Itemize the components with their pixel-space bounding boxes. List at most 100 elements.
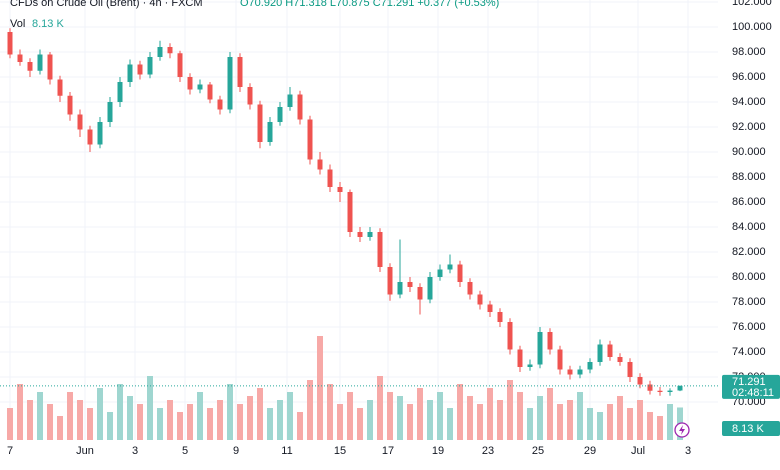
candle-body	[617, 357, 623, 362]
candle-body	[217, 99, 223, 110]
volume-bar	[387, 392, 393, 440]
y-tick-label: 98.000	[732, 46, 766, 58]
candle-body	[307, 119, 313, 160]
x-tick-label: Jun	[76, 445, 94, 457]
y-tick-label: 96.000	[732, 71, 766, 83]
candle-body	[37, 54, 43, 71]
candle-body	[317, 159, 323, 170]
y-tick-label: 88.000	[732, 171, 766, 183]
volume-bar	[567, 400, 573, 440]
x-tick-label: Jul	[631, 445, 645, 457]
y-tick-label: 76.000	[732, 321, 766, 333]
volume-bar	[207, 408, 213, 440]
candle-body	[437, 269, 443, 277]
volume-bar	[657, 416, 663, 440]
y-tick-label: 80.000	[732, 271, 766, 283]
candle-body	[237, 57, 243, 87]
candle-body	[527, 364, 533, 367]
volume-bar	[487, 388, 493, 440]
volume-bar	[217, 400, 223, 440]
candles	[7, 28, 683, 396]
candle-body	[567, 369, 573, 375]
volume-bar	[417, 388, 423, 440]
y-tick-label: 84.000	[732, 221, 766, 233]
volume-value: 8.13 K	[32, 18, 64, 30]
volume-bar	[77, 400, 83, 440]
candle-body	[67, 95, 73, 115]
candle-body	[427, 277, 433, 300]
x-tick-label: 25	[532, 445, 544, 457]
volume-bar	[37, 392, 43, 440]
alert-icon[interactable]	[674, 422, 690, 438]
volume-bar	[227, 384, 233, 440]
volume-bar	[97, 388, 103, 440]
candle-body	[557, 349, 563, 370]
candle-body	[627, 362, 633, 377]
price-label: 71.291	[732, 376, 766, 388]
candle-body	[197, 84, 203, 90]
y-tick-label: 92.000	[732, 121, 766, 133]
volume-bar	[177, 412, 183, 440]
volume-bar	[357, 408, 363, 440]
candle-body	[637, 377, 643, 385]
volume-bar	[517, 392, 523, 440]
alert-bolt	[679, 425, 685, 435]
volume-bar	[147, 376, 153, 440]
volume-bar	[27, 400, 33, 440]
candle-body	[117, 82, 123, 102]
y-tick-label: 90.000	[732, 146, 766, 158]
volume-bar	[497, 400, 503, 440]
candle-body	[517, 349, 523, 367]
volume-bar	[277, 400, 283, 440]
volume-bar	[317, 336, 323, 440]
candle-body	[357, 232, 363, 237]
volume-bar	[467, 396, 473, 440]
candle-body	[267, 122, 273, 142]
candle-body	[127, 64, 133, 82]
y-tick-label: 86.000	[732, 196, 766, 208]
volume-bar	[247, 396, 253, 440]
candle-body	[677, 385, 683, 391]
volume-bar	[437, 392, 443, 440]
candle-body	[57, 79, 63, 96]
candle-body	[17, 54, 23, 62]
volume-bar	[287, 392, 293, 440]
volume-bar	[7, 408, 13, 440]
volume-bar	[117, 384, 123, 440]
candle-body	[247, 87, 253, 105]
candle-body	[227, 57, 233, 110]
volume-bar	[637, 400, 643, 440]
candle-body	[477, 294, 483, 305]
candle-body	[87, 129, 93, 145]
volume-bar	[647, 412, 653, 440]
volume-bar	[447, 408, 453, 440]
volume-bar	[477, 404, 483, 440]
candle-body	[597, 344, 603, 362]
candle-body	[407, 282, 413, 287]
volume-bar	[337, 404, 343, 440]
volume-bar	[457, 384, 463, 440]
volume-bar	[377, 376, 383, 440]
volume-bar	[197, 392, 203, 440]
y-tick-label: 78.000	[732, 296, 766, 308]
candle-body	[167, 47, 173, 54]
candle-body	[147, 57, 153, 75]
y-tick-label: 70.000	[732, 396, 766, 408]
x-tick-label: 3	[132, 445, 138, 457]
candle-body	[367, 232, 373, 237]
candle-body	[27, 62, 33, 71]
volume-bar	[547, 388, 553, 440]
volume-bar	[597, 412, 603, 440]
candle-body	[7, 32, 13, 55]
candle-body	[417, 287, 423, 300]
candle-body	[47, 54, 53, 80]
candle-body	[647, 384, 653, 391]
candle-body	[327, 169, 333, 187]
grid	[0, 0, 718, 440]
x-tick-label: 11	[281, 445, 292, 457]
volume-bar	[17, 384, 23, 440]
volume-bar	[627, 408, 633, 440]
candle-body	[447, 264, 453, 270]
volume-bar	[367, 400, 373, 440]
